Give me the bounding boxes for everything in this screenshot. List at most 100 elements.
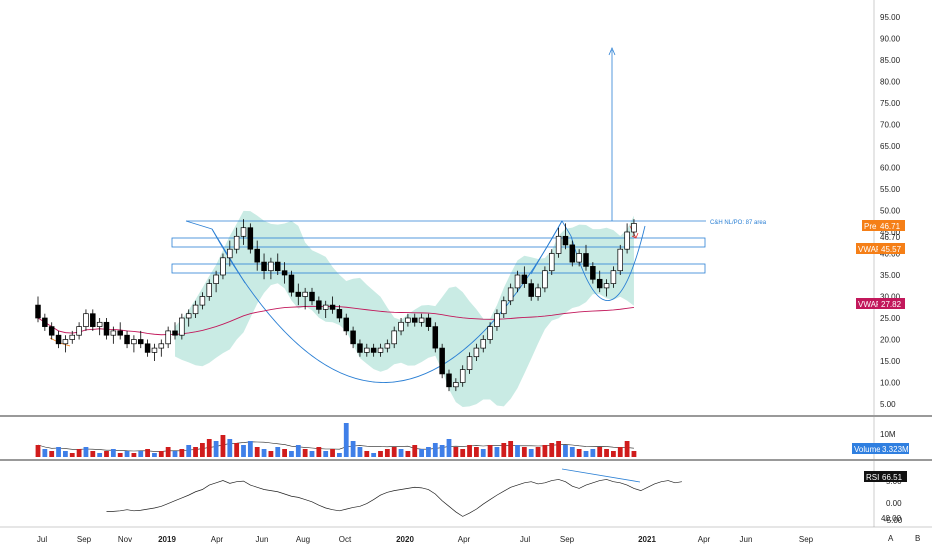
candle-body [555, 235, 562, 254]
candle-body [487, 326, 493, 340]
price-tick-label: 65.00 [880, 142, 901, 151]
volume-bar [563, 445, 568, 457]
auto-scale-button[interactable]: A [888, 534, 894, 543]
price-tick-label: 25.00 [880, 314, 901, 323]
volume-tick: 10M [880, 430, 896, 439]
volume-bar [206, 439, 212, 457]
volume-bar [604, 449, 609, 457]
rsi-tick-label: 0.00 [886, 499, 902, 508]
candle-body [69, 334, 75, 340]
upper-zone-box [171, 237, 706, 248]
volume-title-bg [852, 443, 880, 454]
volume-bar [152, 453, 157, 457]
right-trend-line [530, 220, 572, 275]
price-tick-label: 15.00 [880, 357, 901, 366]
volume-bar [611, 451, 616, 457]
volume-bar [63, 451, 68, 457]
volume-bar [535, 447, 541, 457]
candle-body [268, 261, 274, 272]
candle-body [62, 339, 69, 345]
candle-body [480, 339, 487, 349]
rsi-value: 66.51 [882, 473, 903, 482]
candle-body [603, 283, 610, 289]
price-tick-label: 50.00 [880, 207, 901, 216]
candle-body [131, 339, 137, 345]
volume-bar [131, 453, 137, 457]
volume-bar [35, 445, 41, 457]
candle-body [370, 347, 377, 353]
price-tick-label: 10.00 [880, 379, 901, 388]
time-tick-label: Jun [256, 535, 269, 544]
volume-bar [391, 447, 397, 457]
volume-bar [549, 443, 555, 457]
volume-bar [480, 449, 486, 457]
candle-body [103, 321, 110, 336]
volume-bar [241, 445, 246, 457]
rsi-line [106, 479, 682, 517]
candle-body [138, 339, 144, 345]
candle-body [96, 321, 103, 327]
candle-body [501, 300, 507, 315]
time-tick-label: Jun [740, 535, 753, 544]
volume-bar [371, 453, 377, 457]
volume-bar [439, 445, 445, 457]
volume-bar [69, 453, 75, 457]
log-scale-label[interactable]: B [915, 534, 920, 543]
time-tick-label: 2019 [158, 535, 176, 544]
time-tick-label: Jul [37, 535, 47, 544]
volume-bar [384, 449, 390, 457]
volume-bar [453, 447, 459, 457]
volume-bar [227, 439, 233, 457]
candle-body [357, 343, 363, 353]
volume-bar [295, 445, 301, 457]
candle-body [42, 317, 48, 327]
volume-bar [460, 449, 466, 457]
volume-bar [508, 441, 514, 457]
rsi-tick-label: 40.00 [881, 514, 902, 523]
candle-body [220, 257, 226, 276]
pre-title: Pre [864, 222, 877, 231]
price-tick-label: 70.00 [880, 121, 901, 130]
price-tick-label: 30.00 [880, 293, 901, 302]
candle-body [117, 330, 123, 336]
volume-bar [254, 447, 260, 457]
volume-bar [213, 441, 219, 457]
volume-value: 3.323M [882, 445, 909, 454]
log-scale-button[interactable]: B [915, 534, 920, 543]
candle-body [507, 287, 514, 302]
price-tick-label: 5.00 [880, 400, 896, 409]
rsi-divergence-line [561, 468, 641, 483]
price-tick-label: 85.00 [880, 56, 901, 65]
volume-bar [378, 451, 383, 457]
candle-body [364, 347, 370, 353]
volume-bar [56, 447, 61, 457]
volume-bar [282, 449, 287, 457]
volume-bar [528, 449, 534, 457]
price-tick-label: 35.00 [880, 271, 901, 280]
candle-body [213, 274, 219, 284]
time-tick-label: 2021 [638, 535, 656, 544]
time-axis[interactable]: Jul Sep Nov 2019 Apr Jun Aug Oct 2020 Apr Jul Sep 20… [37, 535, 814, 544]
volume-ma-line [37, 441, 634, 452]
candle-body [432, 326, 439, 349]
candle-body [391, 330, 397, 345]
candle-body [398, 321, 404, 332]
volume-bar [49, 451, 55, 457]
vwap1-value: 45.57 [881, 245, 902, 254]
volume-bar [583, 451, 589, 457]
volume-bar [309, 451, 315, 457]
price-tick-label: 60.00 [880, 164, 901, 173]
candle-body [329, 304, 336, 310]
candle-body [55, 334, 62, 345]
time-tick-label: Apr [698, 535, 711, 544]
time-tick-label: Nov [118, 535, 132, 544]
rsi-value-bg [880, 471, 907, 482]
auto-scale-label[interactable]: A [888, 534, 894, 543]
price-tick-label: 75.00 [880, 99, 901, 108]
vwap2-value: 27.82 [881, 300, 902, 309]
volume-bar [487, 445, 493, 457]
volume-bar [432, 443, 438, 457]
volume-bar [576, 449, 582, 457]
volume-bars [35, 423, 637, 457]
